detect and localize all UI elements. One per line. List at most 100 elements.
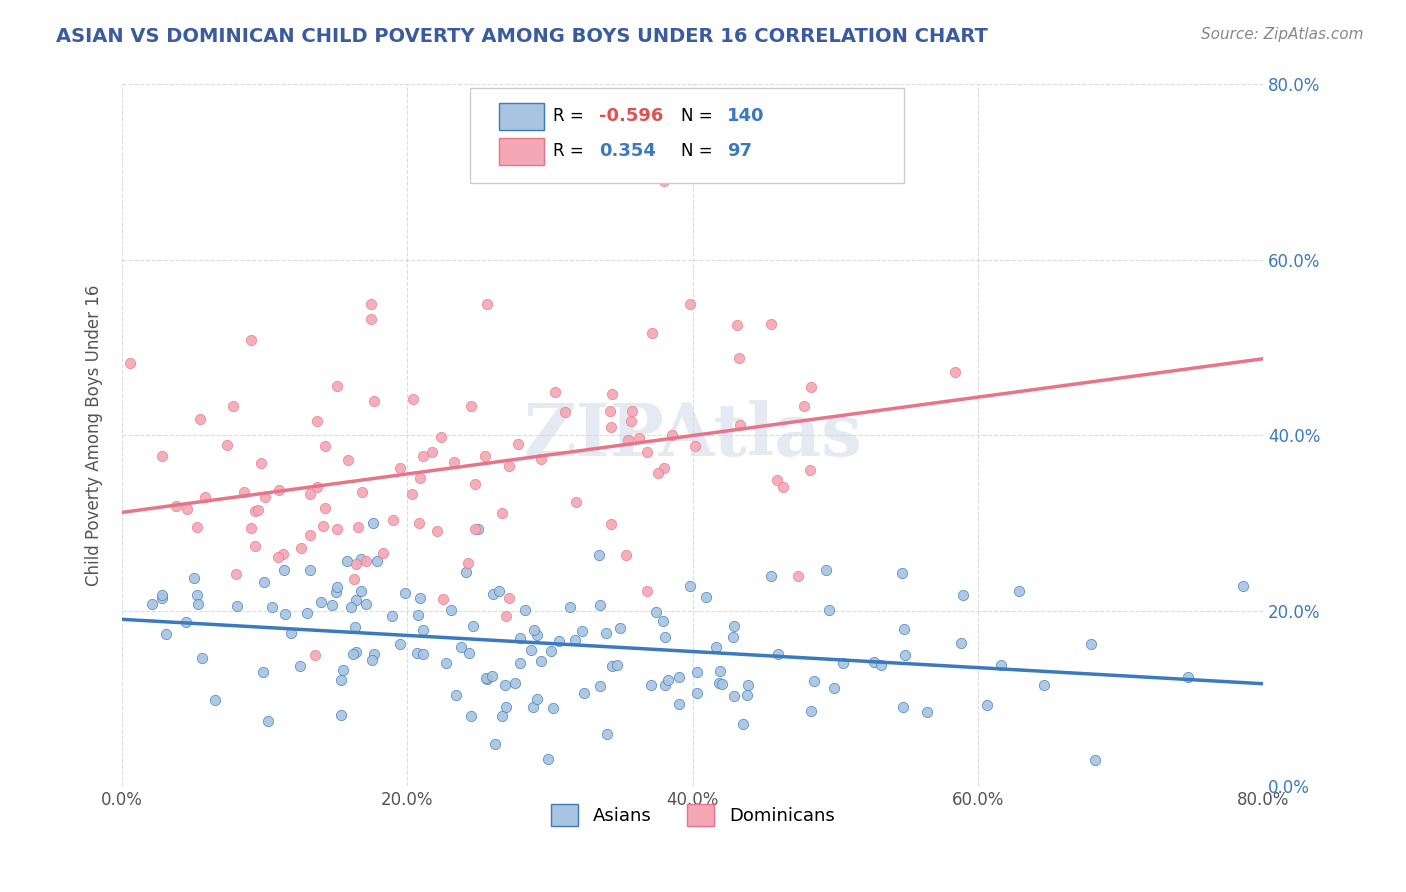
Point xyxy=(246,502,269,516)
Point xyxy=(233,485,256,500)
Point xyxy=(243,539,266,553)
Point xyxy=(668,697,690,711)
Text: 140: 140 xyxy=(727,107,765,125)
Point xyxy=(460,399,482,413)
Point xyxy=(815,563,838,577)
Point xyxy=(314,439,336,453)
Point xyxy=(509,656,531,670)
Point xyxy=(354,554,377,568)
Point xyxy=(990,658,1012,673)
Point xyxy=(245,504,267,518)
Point xyxy=(657,673,679,687)
Point xyxy=(380,609,402,624)
Point xyxy=(869,657,891,672)
Point xyxy=(891,566,914,580)
Point xyxy=(636,444,658,458)
Point xyxy=(596,727,619,741)
Point xyxy=(668,670,690,684)
FancyBboxPatch shape xyxy=(499,103,544,130)
Point xyxy=(600,659,623,673)
Point xyxy=(943,365,966,379)
Point xyxy=(491,506,513,520)
Point xyxy=(494,678,516,692)
Text: R =: R = xyxy=(554,142,595,161)
Point xyxy=(523,623,546,637)
Point xyxy=(250,456,273,470)
Point xyxy=(269,483,291,498)
Point xyxy=(309,595,332,609)
Point xyxy=(766,473,789,487)
Point xyxy=(737,678,759,692)
Point xyxy=(443,455,465,469)
Point xyxy=(893,622,915,636)
Point xyxy=(952,588,974,602)
Point xyxy=(225,599,247,614)
Point xyxy=(467,522,489,536)
Point xyxy=(651,615,673,629)
Point xyxy=(183,571,205,585)
Point xyxy=(280,626,302,640)
Point xyxy=(430,429,453,443)
Point xyxy=(704,640,727,654)
Point xyxy=(388,637,411,651)
Point xyxy=(329,707,352,722)
Point xyxy=(408,591,430,605)
Point xyxy=(641,326,664,340)
Point xyxy=(325,580,347,594)
Point xyxy=(766,647,789,661)
Text: 0.354: 0.354 xyxy=(599,142,657,161)
Point xyxy=(728,418,751,433)
Point xyxy=(617,433,640,447)
Point xyxy=(155,626,177,640)
Point xyxy=(772,480,794,494)
Point xyxy=(305,481,328,495)
Point xyxy=(891,699,914,714)
Point xyxy=(628,431,651,445)
Point xyxy=(304,648,326,662)
Point xyxy=(347,520,370,534)
Point xyxy=(564,632,586,647)
Point xyxy=(336,453,359,467)
Point xyxy=(481,669,503,683)
Point xyxy=(330,673,353,688)
Point xyxy=(799,463,821,477)
Point xyxy=(401,487,423,501)
Point xyxy=(314,500,336,515)
Point xyxy=(526,691,548,706)
Point xyxy=(344,592,367,607)
Point xyxy=(600,517,623,532)
Point xyxy=(640,678,662,692)
Point xyxy=(707,676,730,690)
Point xyxy=(295,606,318,620)
Point xyxy=(412,624,434,638)
Point xyxy=(371,546,394,560)
Point xyxy=(477,297,499,311)
Text: 97: 97 xyxy=(727,142,752,161)
Point xyxy=(456,565,478,579)
Point xyxy=(152,591,174,606)
Point xyxy=(336,553,359,567)
Text: Source: ZipAtlas.com: Source: ZipAtlas.com xyxy=(1201,27,1364,42)
Point xyxy=(188,412,211,426)
Legend: Asians, Dominicans: Asians, Dominicans xyxy=(544,797,842,834)
Point xyxy=(520,642,543,657)
Point xyxy=(366,554,388,568)
Point xyxy=(290,541,312,555)
Point xyxy=(709,664,731,678)
Point xyxy=(350,583,373,598)
Point xyxy=(679,579,702,593)
Point xyxy=(257,714,280,729)
Point xyxy=(589,598,612,612)
Point xyxy=(344,645,367,659)
Point xyxy=(344,620,367,634)
Point xyxy=(647,466,669,480)
Point xyxy=(530,451,553,466)
Point xyxy=(464,476,486,491)
Point xyxy=(299,563,322,577)
Point xyxy=(1084,753,1107,767)
Point xyxy=(599,403,621,417)
Point xyxy=(321,599,343,613)
Point xyxy=(1008,583,1031,598)
Point xyxy=(526,628,548,642)
Point xyxy=(645,605,668,619)
